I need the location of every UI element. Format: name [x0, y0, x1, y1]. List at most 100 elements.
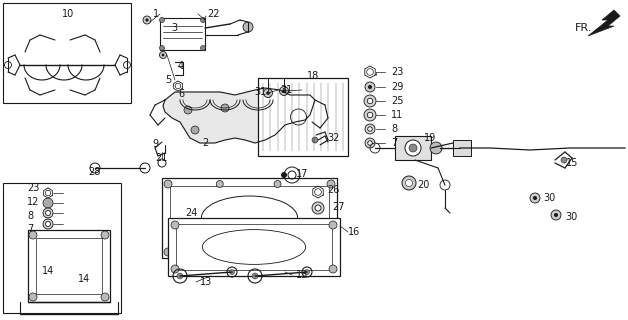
Circle shape — [101, 293, 109, 301]
Circle shape — [216, 249, 223, 255]
Circle shape — [364, 109, 376, 121]
Circle shape — [274, 180, 281, 188]
Text: 23: 23 — [391, 67, 403, 77]
Circle shape — [409, 144, 417, 152]
Circle shape — [554, 213, 558, 217]
Circle shape — [164, 180, 172, 188]
Circle shape — [261, 126, 269, 134]
Circle shape — [327, 248, 335, 256]
Text: 23: 23 — [27, 183, 40, 193]
Circle shape — [315, 205, 321, 211]
Text: 15: 15 — [566, 158, 578, 168]
Circle shape — [252, 273, 258, 279]
Text: 19: 19 — [424, 133, 436, 143]
Circle shape — [365, 124, 375, 134]
Bar — [395, 136, 431, 160]
Circle shape — [365, 138, 375, 148]
Circle shape — [266, 91, 270, 95]
Circle shape — [146, 19, 149, 22]
Circle shape — [160, 52, 166, 59]
Circle shape — [200, 18, 205, 22]
Circle shape — [312, 202, 324, 214]
Text: 28: 28 — [88, 167, 100, 177]
Circle shape — [43, 219, 53, 229]
Text: 30: 30 — [565, 212, 577, 222]
Text: 14: 14 — [78, 274, 90, 284]
Text: 7: 7 — [391, 138, 398, 148]
Circle shape — [160, 45, 165, 51]
Text: 4: 4 — [178, 61, 184, 71]
Circle shape — [4, 61, 11, 68]
Circle shape — [171, 265, 179, 273]
Circle shape — [402, 176, 416, 190]
Circle shape — [367, 112, 372, 118]
Circle shape — [368, 127, 372, 131]
Text: 13: 13 — [200, 277, 212, 287]
Text: 14: 14 — [42, 266, 54, 276]
Bar — [258, 78, 348, 156]
Text: 9: 9 — [152, 139, 158, 149]
Circle shape — [101, 231, 109, 239]
Circle shape — [261, 104, 269, 112]
Circle shape — [274, 249, 281, 255]
Text: 17: 17 — [296, 169, 308, 179]
Ellipse shape — [202, 230, 306, 264]
Circle shape — [29, 293, 37, 301]
Circle shape — [191, 126, 199, 134]
Bar — [176, 224, 332, 270]
Circle shape — [430, 142, 442, 154]
Text: 5: 5 — [165, 75, 171, 85]
Circle shape — [282, 89, 286, 93]
Circle shape — [160, 18, 165, 22]
Text: 29: 29 — [391, 82, 403, 92]
Circle shape — [164, 248, 172, 256]
Text: FR.: FR. — [575, 23, 592, 33]
Circle shape — [329, 221, 337, 229]
Circle shape — [171, 221, 179, 229]
Circle shape — [368, 141, 372, 145]
Text: 6: 6 — [178, 89, 184, 99]
Circle shape — [329, 265, 337, 273]
Circle shape — [229, 269, 234, 275]
Ellipse shape — [202, 196, 298, 240]
Text: 18: 18 — [307, 71, 319, 81]
Bar — [3, 3, 131, 103]
Circle shape — [216, 180, 223, 188]
Circle shape — [367, 98, 372, 104]
Text: 21: 21 — [155, 153, 168, 163]
Bar — [160, 18, 205, 50]
Text: 2: 2 — [202, 138, 208, 148]
Bar — [28, 230, 110, 302]
Text: 7: 7 — [27, 224, 33, 234]
Circle shape — [177, 273, 183, 279]
Text: 31: 31 — [280, 85, 292, 95]
Circle shape — [368, 85, 372, 89]
Text: 20: 20 — [417, 180, 430, 190]
Circle shape — [45, 211, 50, 215]
Text: 3: 3 — [171, 23, 177, 33]
Circle shape — [43, 198, 53, 208]
Bar — [162, 178, 337, 258]
Circle shape — [124, 61, 131, 68]
Circle shape — [279, 86, 288, 95]
Circle shape — [45, 221, 50, 227]
Circle shape — [365, 82, 375, 92]
Text: 32: 32 — [327, 133, 339, 143]
Circle shape — [327, 180, 335, 188]
Text: 8: 8 — [27, 211, 33, 221]
Circle shape — [406, 180, 413, 187]
Text: 22: 22 — [207, 9, 220, 19]
Bar — [36, 238, 102, 294]
Circle shape — [305, 269, 310, 275]
Polygon shape — [588, 10, 620, 36]
Circle shape — [43, 208, 53, 218]
Text: 27: 27 — [332, 202, 345, 212]
Circle shape — [364, 95, 376, 107]
Text: 25: 25 — [391, 96, 404, 106]
Circle shape — [29, 231, 37, 239]
Circle shape — [551, 210, 561, 220]
Bar — [3, 183, 121, 313]
Text: 31: 31 — [254, 87, 266, 97]
Polygon shape — [163, 88, 315, 143]
Circle shape — [530, 193, 540, 203]
